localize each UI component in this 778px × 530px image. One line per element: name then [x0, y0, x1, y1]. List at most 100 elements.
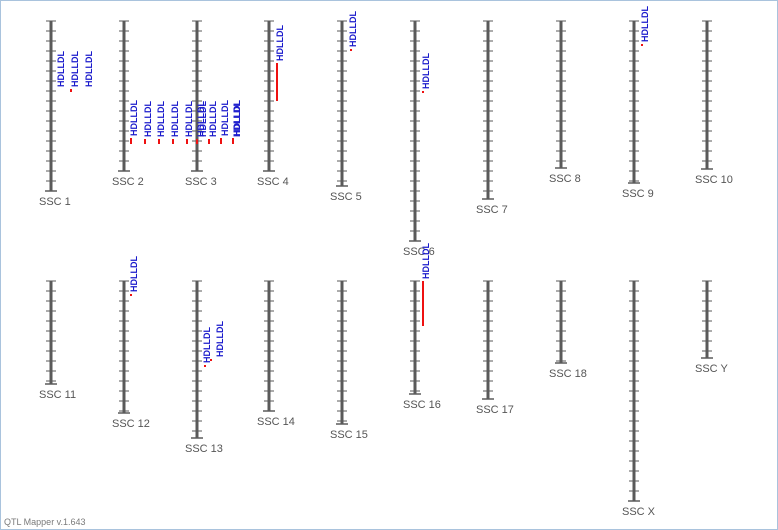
qtl-bar[interactable]: [196, 139, 198, 144]
chromosome-ssc-1: SSC 1 HDLLDL HDLLDL HDLLDL: [39, 20, 94, 208]
chromosome-ssc-y: SSC Y: [695, 280, 728, 375]
qtl-label[interactable]: HDLLDL: [156, 101, 166, 137]
chromosome-label: SSC 14: [257, 416, 295, 428]
qtl-label[interactable]: HDLLDL: [198, 101, 208, 137]
chromosome-label: SSC 2: [112, 176, 144, 188]
chromosome-axis: [486, 281, 490, 399]
qtl-bar[interactable]: [144, 139, 146, 144]
chromosome-label: SSC 3: [185, 176, 217, 188]
chromosome-ssc-5: SSC 5 HDLLDL: [330, 11, 362, 203]
qtl-label[interactable]: HDLLDL: [208, 101, 218, 137]
chromosome-label: SSC X: [622, 506, 656, 518]
qtl-bar[interactable]: [422, 281, 424, 326]
chromosome-axis: [413, 281, 417, 394]
chromosome-axis: [632, 21, 636, 183]
qtl-bar[interactable]: [208, 139, 210, 144]
chromosome-axis: [267, 21, 271, 171]
qtl-label[interactable]: HDLLDL: [202, 327, 212, 363]
chromosome-ssc-12: SSC 12 HDLLDL: [112, 256, 150, 430]
qtl-bar[interactable]: [172, 139, 174, 144]
chromosome-ssc-x: SSC X: [622, 280, 656, 518]
chromosome-label: SSC 15: [330, 429, 368, 441]
qtl-label[interactable]: HDLLDL: [129, 100, 139, 136]
qtl-label[interactable]: HDLLDL: [143, 101, 153, 137]
chromosome-axis: [122, 281, 126, 413]
chromosome-label: SSC 11: [39, 389, 76, 401]
chromosome-axis: [195, 21, 199, 171]
chromosome-label: SSC 9: [622, 188, 654, 200]
chromosome-ssc-4: SSC 4 HDLLDL: [257, 20, 289, 188]
chromosome-ssc-11: SSC 11: [39, 280, 76, 401]
chromosome-ssc-18: SSC 18: [549, 280, 587, 380]
qtl-label[interactable]: HDLLDL: [232, 100, 242, 136]
chromosome-label: SSC 18: [549, 368, 587, 380]
chromosome-label: SSC 16: [403, 399, 441, 411]
chromosome-ssc-8: SSC 8: [549, 20, 581, 185]
chromosome-ssc-10: SSC 10: [695, 20, 733, 186]
chromosome-ssc-9: SSC 9 HDLLDL: [622, 6, 654, 200]
chromosome-ssc-15: SSC 15: [330, 280, 368, 441]
qtl-label[interactable]: HDLLDL: [196, 101, 206, 137]
qtl-label[interactable]: HDLLDL: [232, 101, 242, 137]
qtl-bar[interactable]: [641, 44, 643, 46]
qtl-label[interactable]: HDLLDL: [129, 256, 139, 292]
qtl-label[interactable]: HDLLDL: [184, 101, 194, 137]
chromosome-label: SSC 13: [185, 443, 223, 455]
chromosome-label: SSC 1: [39, 196, 71, 208]
chromosome-axis: [705, 281, 709, 358]
chromosome-label: SSC 6: [403, 246, 435, 258]
chromosome-axis: [267, 281, 271, 411]
chromosome-ssc-16: SSC 16 HDLLDL: [403, 243, 441, 411]
qtl-bar[interactable]: [130, 294, 132, 296]
qtl-bar[interactable]: [350, 49, 352, 51]
chromosome-ssc-6: SSC 6 HDLLDL: [403, 20, 435, 258]
chromosome-axis: [195, 281, 199, 438]
chromosome-ssc-17: SSC 17: [476, 280, 514, 416]
qtl-label[interactable]: HDLLDL: [421, 243, 431, 279]
qtl-label[interactable]: HDLLDL: [220, 100, 230, 136]
qtl-label[interactable]: HDLLDL: [170, 101, 180, 137]
qtl-bar[interactable]: [232, 139, 234, 144]
chromosome-axis: [340, 281, 344, 424]
chromosome-label: SSC 17: [476, 404, 514, 416]
qtl-label[interactable]: HDLLDL: [421, 53, 431, 89]
chromosome-label: SSC 5: [330, 191, 362, 203]
version-footer: QTL Mapper v.1.643: [4, 517, 86, 527]
qtl-label[interactable]: HDLLDL: [70, 51, 80, 87]
chromosome-ssc-13: SSC 13 HDLLDL HDLLDL: [185, 280, 225, 455]
qtl-bar[interactable]: [204, 365, 206, 367]
chromosome-label: SSC 4: [257, 176, 289, 188]
qtl-bar[interactable]: [130, 139, 132, 144]
qtl-label[interactable]: HDLLDL: [275, 25, 285, 61]
qtl-bar[interactable]: [70, 89, 72, 91]
qtl-bar[interactable]: [276, 63, 278, 101]
chromosome-axis: [705, 21, 709, 169]
qtl-bar[interactable]: [186, 139, 188, 144]
qtl-label[interactable]: HDLLDL: [84, 51, 94, 87]
qtl-bar[interactable]: [422, 91, 424, 93]
chromosome-axis: [340, 21, 344, 186]
qtl-bar[interactable]: [210, 359, 212, 361]
qtl-label[interactable]: HDLLDL: [215, 321, 225, 357]
qtl-label[interactable]: HDLLDL: [56, 51, 66, 87]
chromosome-axis: [49, 281, 53, 384]
chromosome-label: SSC Y: [695, 363, 728, 375]
chromosome-ssc-14: SSC 14: [257, 280, 295, 428]
chromosome-axis: [559, 281, 563, 363]
chromosome-axis: [486, 21, 490, 199]
chromosome-label: SSC 12: [112, 418, 150, 430]
qtl-label[interactable]: HDLLDL: [348, 11, 358, 47]
qtl-bar[interactable]: [158, 139, 160, 144]
chromosome-ssc-7: SSC 7: [476, 20, 508, 216]
chromosome-label: SSC 8: [549, 173, 581, 185]
chromosome-axis: [49, 21, 53, 191]
qtl-label[interactable]: HDLLDL: [640, 6, 650, 42]
chromosome-label: SSC 7: [476, 204, 508, 216]
qtl-bar[interactable]: [220, 138, 222, 144]
chromosome-axis: [122, 21, 126, 171]
chromosome-label: SSC 10: [695, 174, 733, 186]
